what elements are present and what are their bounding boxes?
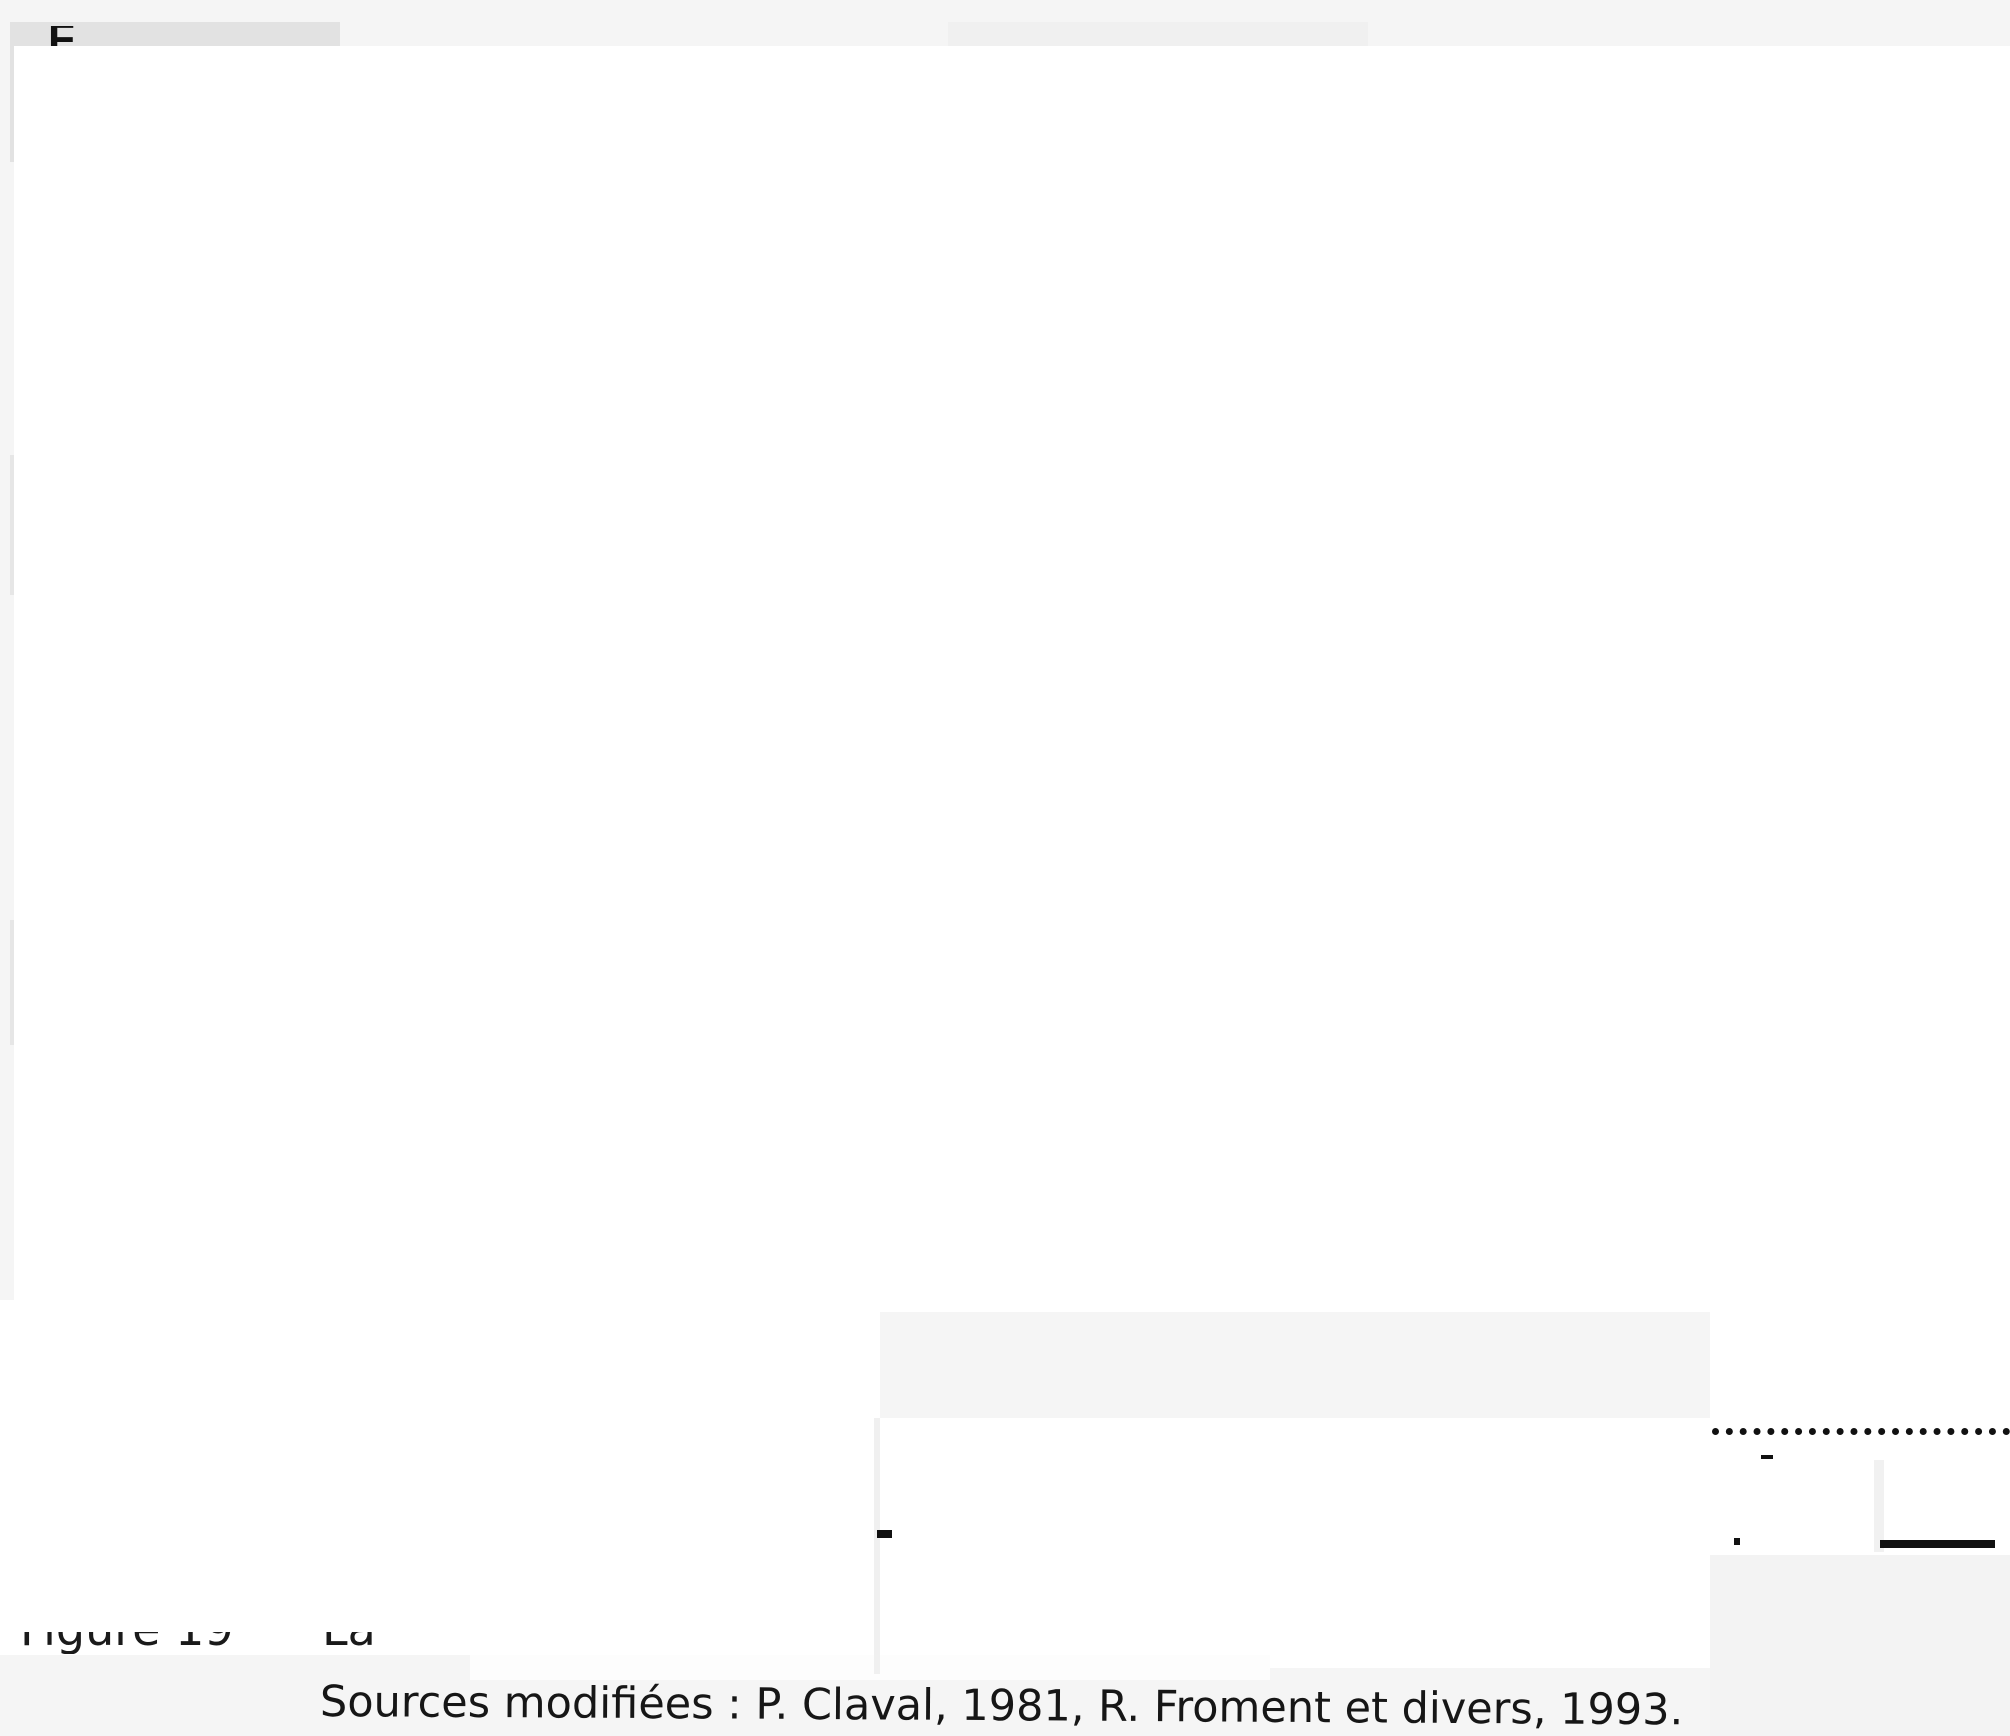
legend-tick-mark: [1734, 1538, 1740, 1545]
legend-scale-bar: [1880, 1540, 1995, 1548]
legend-inset-divider: [1874, 1460, 1884, 1552]
blank-figure-area-lower-middle: [880, 1418, 1710, 1668]
figure-label: Figure 19: [20, 1632, 234, 1654]
scan-patch-lower-right: [1710, 1555, 2010, 1736]
figure-label-text: Figure 19: [20, 1632, 234, 1652]
dotted-rule: [1712, 1428, 2010, 1435]
figure-title-text: La dive: [322, 1632, 472, 1652]
heading-letter-fragment: F: [48, 26, 75, 48]
blank-strip: [470, 1655, 1270, 1680]
blank-figure-area: [14, 46, 2010, 1312]
figure-title-fragment: La dive: [322, 1632, 472, 1652]
blank-figure-area-lower-left: [0, 1300, 880, 1655]
figure-sources-caption: Sources modifiées : P. Claval, 1981, R. …: [319, 1677, 1684, 1736]
panel-divider: [874, 1418, 880, 1674]
figure-mark: [877, 1530, 892, 1538]
legend-tick-mark: [1761, 1455, 1773, 1459]
